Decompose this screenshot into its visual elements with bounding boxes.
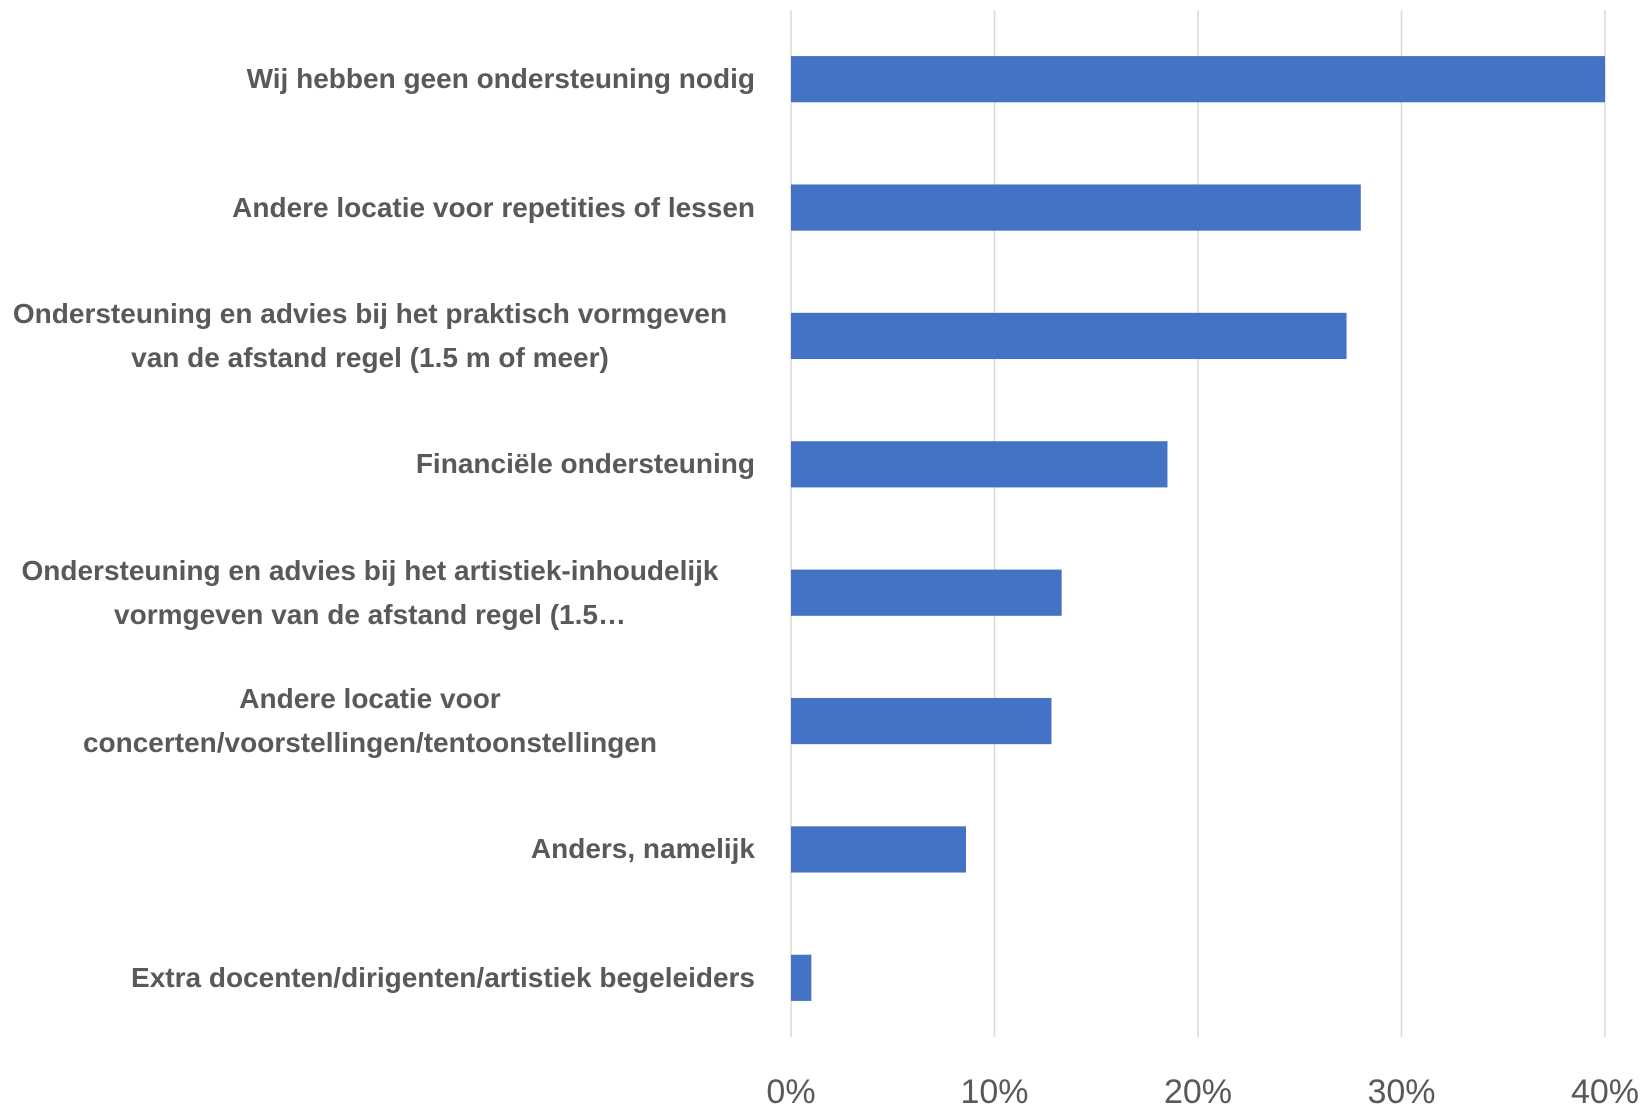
category-label: Wij hebben geen ondersteuning nodig	[246, 63, 755, 95]
category-label: Financiële ondersteuning	[415, 448, 755, 480]
category-label: Andere locatie voor repetities of lessen	[232, 191, 755, 223]
category-label: Andere locatie voor concerten/voorstelli…	[82, 683, 658, 759]
category-label: Anders, namelijk	[530, 833, 755, 865]
bar	[791, 826, 967, 873]
x-tick-label: 0%	[766, 1073, 815, 1111]
category-label-box: Andere locatie voor concerten/voorstelli…	[0, 677, 755, 765]
category-label-box: Extra docenten/dirigenten/artistiek bege…	[0, 956, 755, 1000]
category-label-box: Anders, namelijk	[0, 827, 755, 871]
bar	[791, 184, 1361, 231]
bar	[791, 569, 1062, 616]
category-label-box: Financiële ondersteuning	[0, 442, 755, 486]
bar	[791, 312, 1347, 360]
x-tick-label: 10%	[960, 1073, 1028, 1111]
bar	[791, 441, 1168, 488]
category-label: Extra docenten/dirigenten/artistiek bege…	[131, 961, 755, 993]
bar	[791, 56, 1605, 103]
category-label-box: Andere locatie voor repetities of lessen	[0, 186, 755, 230]
category-label-box: Ondersteuning en advies bij het praktisc…	[0, 292, 755, 380]
bar	[791, 954, 812, 1001]
bar	[791, 697, 1052, 745]
category-label-box: Ondersteuning en advies bij het artistie…	[0, 549, 755, 637]
category-label: Ondersteuning en advies bij het artistie…	[21, 554, 719, 630]
x-tick-label: 40%	[1571, 1073, 1639, 1111]
category-label: Ondersteuning en advies bij het praktisc…	[12, 297, 728, 373]
x-tick-label: 20%	[1164, 1073, 1232, 1111]
x-tick-label: 30%	[1367, 1073, 1435, 1111]
category-label-box: Wij hebben geen ondersteuning nodig	[0, 57, 755, 101]
